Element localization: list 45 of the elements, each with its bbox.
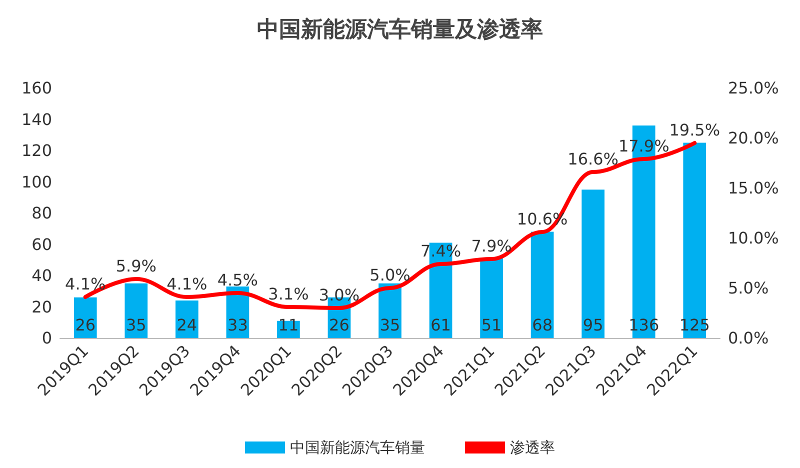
y-tick-label: 40 <box>32 266 52 285</box>
data-label: 24 <box>176 316 198 334</box>
data-label: 4.1% <box>166 274 208 294</box>
data-label: 95 <box>582 316 604 334</box>
y2-tick-label: 5.0% <box>728 278 769 298</box>
y2-tick-label: 25.0% <box>728 78 779 98</box>
data-label: 19.5% <box>669 120 720 140</box>
bar <box>683 142 706 338</box>
y-tick-label: 120 <box>21 141 52 160</box>
bar <box>124 283 148 338</box>
data-label: 51 <box>481 316 502 334</box>
data-label: 4.5% <box>217 270 258 290</box>
legend-label: 中国新能源汽车销量 <box>290 438 425 456</box>
data-label: 16.6% <box>568 150 618 168</box>
y-tick-label: 100 <box>21 172 52 192</box>
data-label: 26 <box>329 316 350 334</box>
chart-title: 中国新能源汽车销量及渗透率 <box>257 16 543 42</box>
bar <box>480 258 503 338</box>
data-label: 5.0% <box>370 266 410 284</box>
y2-tick-label: 10.0% <box>728 228 779 248</box>
data-label: 26 <box>75 316 96 334</box>
bar <box>582 190 604 338</box>
y-tick-label: 80 <box>32 204 52 222</box>
data-label: 11 <box>278 316 299 334</box>
data-label: 4.1% <box>65 274 106 294</box>
data-label: 61 <box>430 316 451 334</box>
bar <box>176 300 198 338</box>
y-tick-label: 160 <box>21 78 52 98</box>
data-label: 35 <box>380 316 400 334</box>
y-tick-label: 60 <box>32 234 52 254</box>
data-label: 68 <box>532 316 552 334</box>
data-label: 33 <box>228 316 248 334</box>
y2-tick-label: 20.0% <box>728 128 779 148</box>
data-label: 3.0% <box>318 286 360 304</box>
data-label: 5.9% <box>116 256 156 276</box>
data-label: 3.1% <box>268 284 309 304</box>
y-tick-label: 0 <box>42 328 52 348</box>
data-label: 35 <box>126 316 146 334</box>
bar <box>530 232 554 338</box>
legend-label: 渗透率 <box>510 438 555 456</box>
y2-tick-label: 15.0% <box>728 178 779 198</box>
y2-tick-label: 0.0% <box>728 328 769 348</box>
data-label: 7.9% <box>471 236 512 256</box>
y-tick-label: 140 <box>21 110 52 129</box>
y-tick-label: 20 <box>32 297 52 316</box>
